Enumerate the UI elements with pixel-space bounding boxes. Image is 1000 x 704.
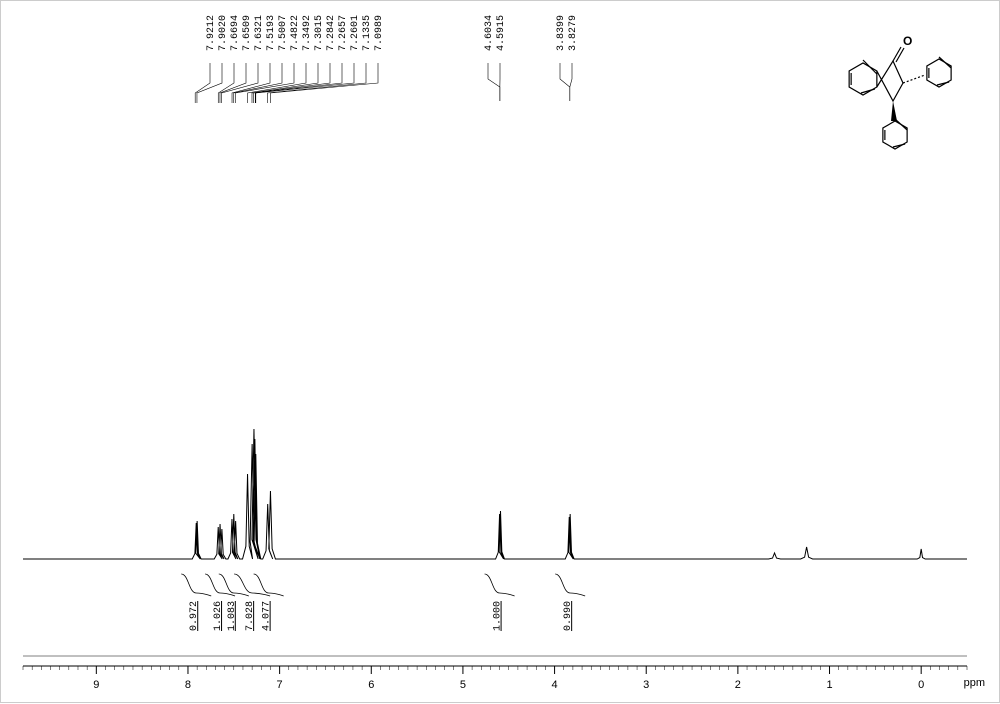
peak-tree-line: [255, 63, 342, 103]
peak-label: 7.2842: [326, 15, 337, 51]
peak-tree-line: [234, 63, 282, 103]
peak-tree-line: [267, 63, 366, 103]
peak-label: 7.6509: [242, 15, 253, 51]
nmr-figure: 7.92127.90207.66947.65097.63217.51937.50…: [0, 0, 1000, 703]
axis-tick-label: 5: [460, 679, 466, 691]
peak-tree-line: [271, 63, 378, 103]
integral-curve: [234, 574, 270, 596]
peak-labels-svg: 7.92127.90207.66947.65097.63217.51937.50…: [1, 1, 1000, 704]
integral-label: 0.972: [189, 601, 200, 631]
peak-label: 7.4822: [290, 15, 301, 51]
integral-label: 1.083: [227, 601, 238, 631]
peak-tree-line: [256, 63, 354, 103]
integral-curve: [219, 574, 249, 596]
molecule-ring: [877, 61, 903, 101]
axis-tick-label: 9: [93, 679, 99, 691]
axis-tick-label: 4: [552, 679, 558, 691]
peak-tree-line: [222, 63, 258, 103]
axis-tick-label: 1: [826, 679, 832, 691]
peak-tree-line: [195, 63, 210, 103]
peak-tree-line: [235, 63, 294, 103]
peak-tree-line: [252, 63, 318, 103]
molecule-phenyl: [927, 59, 951, 87]
peak-tree-line: [488, 63, 500, 101]
peak-label: 7.2601: [350, 15, 361, 51]
integral-curve: [254, 574, 284, 596]
integral-curve: [205, 574, 235, 596]
spectrum-svg: 0.972 1.0261.083 7.028 4.077 1.000 0.990: [1, 1, 1000, 704]
molecule-wedge: [891, 101, 897, 121]
peak-tree-line: [218, 63, 234, 103]
peak-label: 7.2657: [338, 15, 349, 51]
peak-label: 7.5193: [266, 15, 277, 51]
molecule-phenyl: [883, 121, 907, 149]
integral-label: 1.026: [213, 601, 224, 631]
axis-tick-label: 2: [735, 679, 741, 691]
integral-label: 4.077: [262, 601, 273, 631]
integral-curve: [181, 574, 211, 596]
peak-label: 7.3492: [302, 15, 313, 51]
peak-label: 3.8399: [556, 15, 567, 51]
peak-label: 4.5915: [496, 15, 507, 51]
molecule-ring: [849, 63, 877, 95]
integral-label: 7.028: [245, 601, 256, 631]
axis-tick-label: 0: [918, 679, 924, 691]
peak-tree-line: [197, 63, 222, 103]
peak-tree-line: [220, 63, 246, 103]
x-axis-label: ppm: [964, 677, 985, 689]
integral-curve: [555, 574, 585, 596]
peak-label: 7.6694: [230, 15, 241, 51]
peak-tree-line: [254, 63, 330, 103]
peak-tree-line: [570, 63, 572, 101]
peak-label: 7.1335: [362, 15, 373, 51]
spectrum-trace: [23, 429, 967, 559]
peak-label: 7.9020: [218, 15, 229, 51]
axis-svg: 0 1 2 3 4 5 6 7 8 9: [1, 1, 1000, 704]
peak-label: 7.3015: [314, 15, 325, 51]
integral-curve: [485, 574, 515, 596]
molecule-structure: O: [1, 1, 1000, 704]
peak-label: 4.6034: [484, 15, 495, 51]
molecule-atom-label: O: [903, 34, 912, 48]
peak-label: 7.6321: [254, 15, 265, 51]
integral-label: 1.000: [493, 601, 504, 631]
peak-label: 3.8279: [568, 15, 579, 51]
peak-label: 7.9212: [206, 15, 217, 51]
peak-label: 7.0989: [374, 15, 385, 51]
peak-tree-line: [560, 63, 570, 101]
axis-tick-label: 6: [368, 679, 374, 691]
axis-tick-label: 7: [277, 679, 283, 691]
axis-tick-label: 8: [185, 679, 191, 691]
peak-label: 7.5007: [278, 15, 289, 51]
peak-tree-line: [232, 63, 270, 103]
axis-tick-label: 3: [643, 679, 649, 691]
integral-label: 0.990: [563, 601, 574, 631]
peak-tree-line: [248, 63, 306, 103]
